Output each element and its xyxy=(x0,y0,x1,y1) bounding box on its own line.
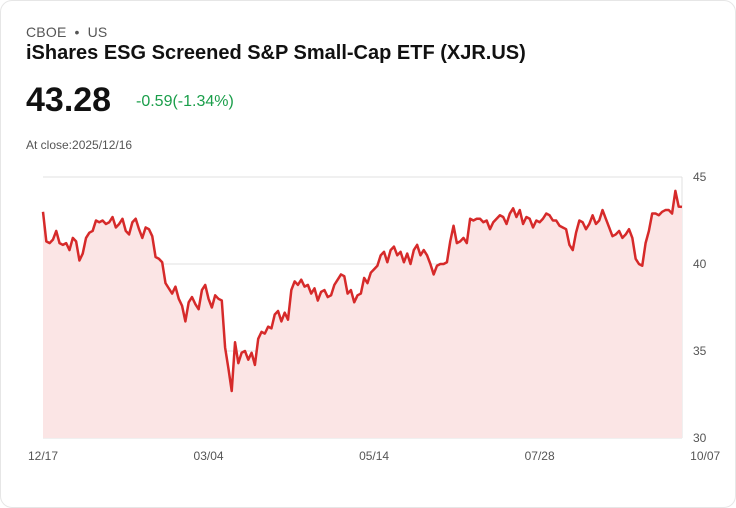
price-area-fill xyxy=(43,190,682,438)
last-price: 43.28 xyxy=(26,81,112,119)
y-tick-label: 40 xyxy=(693,257,707,271)
security-title: iShares ESG Screened S&P Small-Cap ETF (… xyxy=(26,42,526,64)
x-tick-label: 12/17 xyxy=(28,449,58,463)
x-tick-label: 03/04 xyxy=(194,449,224,463)
y-tick-label: 30 xyxy=(693,431,707,445)
x-tick-label: 10/07 xyxy=(690,449,720,463)
x-axis: 12/17 03/04 05/14 07/28 10/07 xyxy=(28,449,721,463)
close-label: At close: xyxy=(26,138,73,152)
region-name: US xyxy=(87,24,108,40)
separator-dot: • xyxy=(74,24,80,40)
price-line xyxy=(41,189,683,393)
x-tick-label: 05/14 xyxy=(359,449,389,463)
exchange-label: CBOE • US xyxy=(26,24,107,40)
close-info: At close:2025/12/16 xyxy=(26,138,132,152)
y-axis: 45 40 35 30 xyxy=(693,170,707,445)
x-tick-label: 07/28 xyxy=(525,449,555,463)
price-change: -0.59(-1.34%) xyxy=(136,93,234,110)
y-tick-label: 45 xyxy=(693,170,707,184)
close-date: 2025/12/16 xyxy=(72,138,133,152)
exchange-name: CBOE xyxy=(26,24,67,40)
y-tick-label: 35 xyxy=(693,344,707,358)
